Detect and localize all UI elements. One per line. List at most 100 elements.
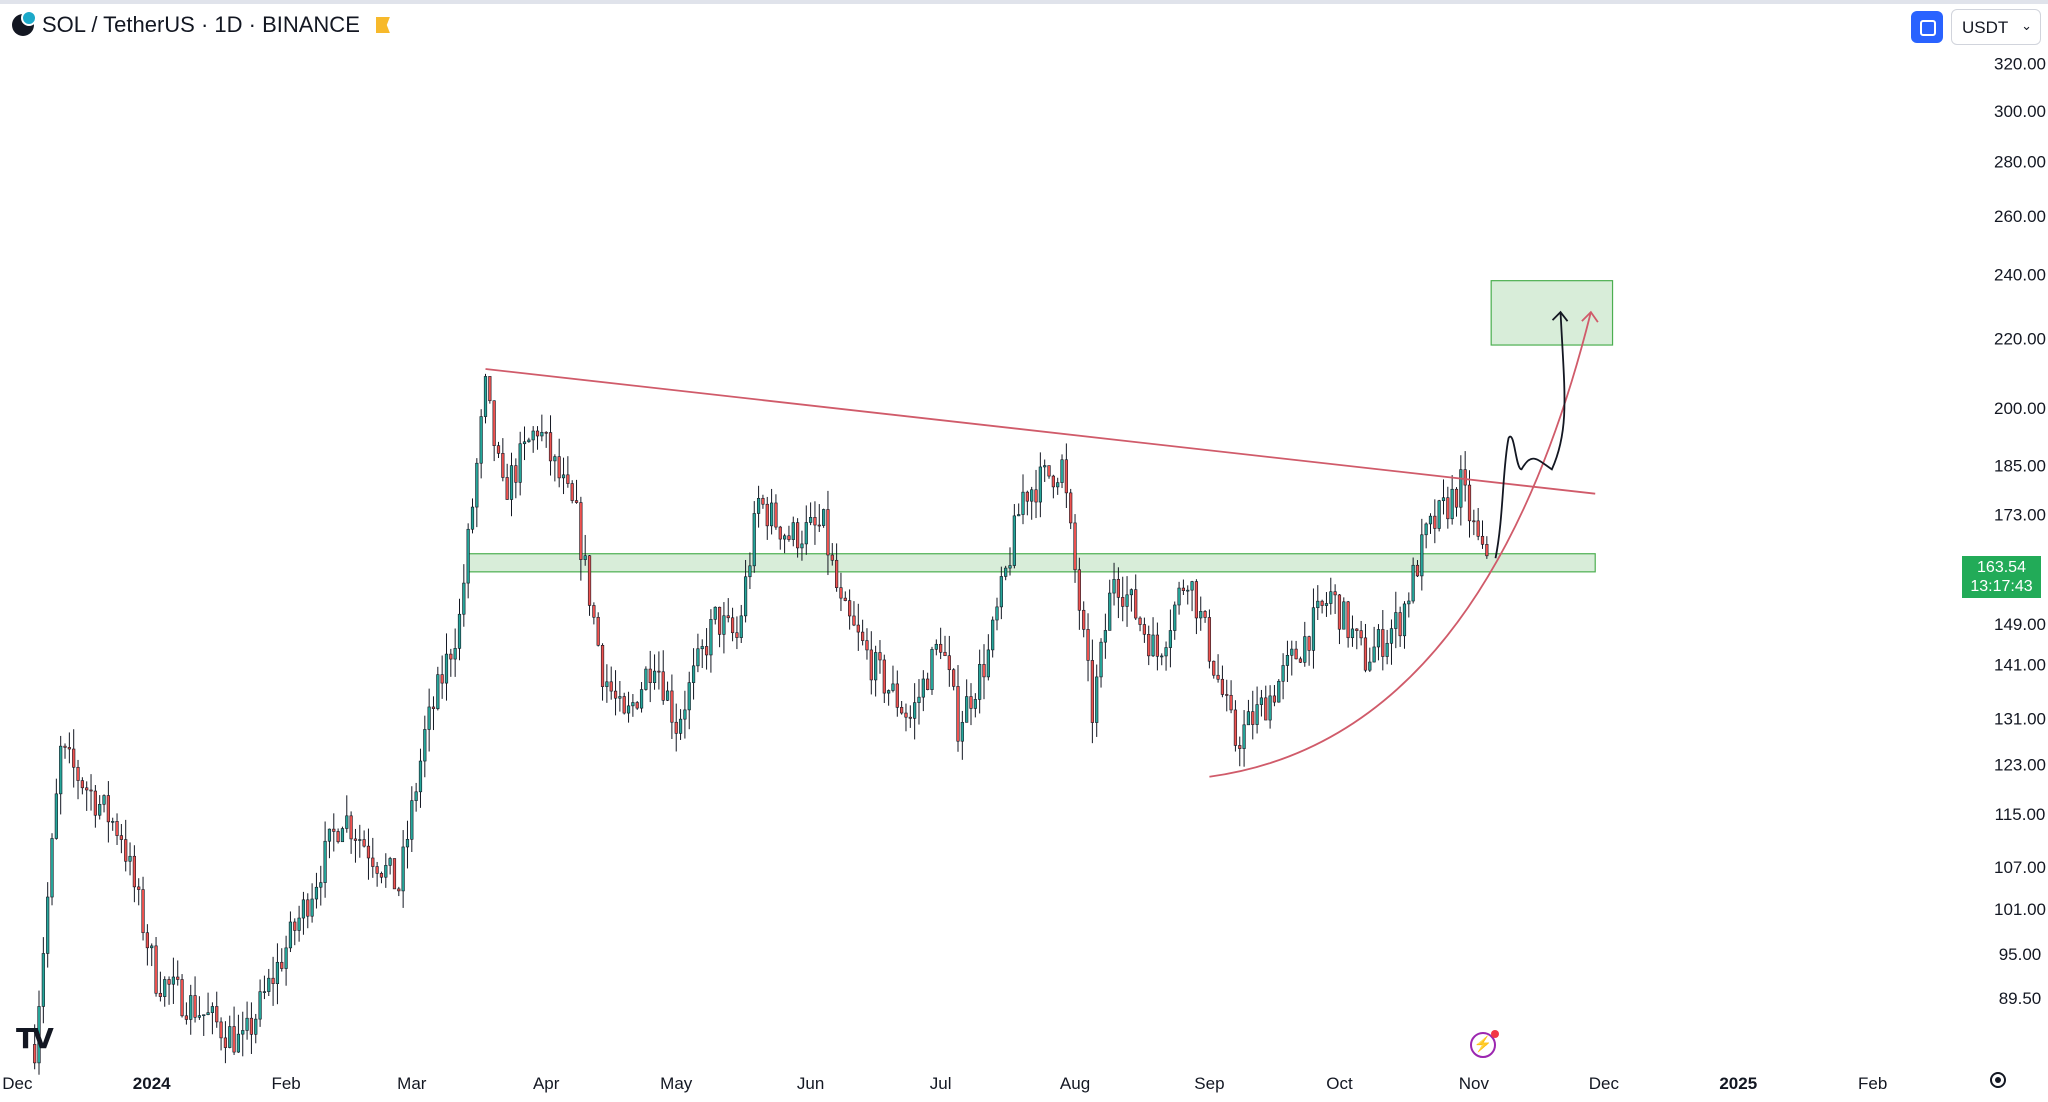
candle bbox=[436, 666, 440, 711]
candle bbox=[1043, 459, 1047, 482]
candle-body bbox=[626, 705, 631, 714]
candle-body bbox=[1446, 497, 1450, 520]
candle-body bbox=[323, 840, 327, 883]
candle-body bbox=[1043, 465, 1047, 468]
time-tick-label: Feb bbox=[1858, 1074, 1887, 1093]
candle-body bbox=[1346, 601, 1350, 639]
price-axis: 320.00 300.00 280.00 260.00 240.00 220.00 200.… bbox=[1994, 55, 2046, 1008]
candle-body bbox=[1285, 655, 1290, 666]
candle-body bbox=[1294, 648, 1298, 660]
candle bbox=[917, 679, 921, 725]
candle bbox=[167, 976, 171, 1005]
candle bbox=[1459, 455, 1463, 526]
candle bbox=[730, 607, 735, 642]
candle-body bbox=[1216, 674, 1220, 680]
candle-body bbox=[531, 430, 535, 441]
price-tick-label: 149.00 bbox=[1994, 615, 2046, 634]
candle-body bbox=[570, 483, 574, 501]
candle-body bbox=[1342, 601, 1346, 630]
candle bbox=[726, 598, 730, 623]
candle-body bbox=[969, 696, 973, 709]
candle bbox=[1056, 477, 1060, 495]
candle bbox=[470, 498, 475, 534]
candle bbox=[223, 1021, 228, 1064]
candle-body bbox=[756, 497, 761, 514]
time-tick-label: Apr bbox=[533, 1074, 560, 1093]
candle-body bbox=[310, 898, 314, 917]
candle-body bbox=[444, 653, 449, 684]
candle bbox=[1038, 452, 1042, 518]
candle bbox=[37, 990, 41, 1075]
candle-body bbox=[1086, 629, 1090, 661]
candle-body bbox=[1155, 634, 1159, 657]
candle-body bbox=[1077, 569, 1081, 611]
candle bbox=[596, 612, 600, 647]
candle-body bbox=[145, 932, 149, 949]
candle-body bbox=[1060, 459, 1064, 483]
candle bbox=[1199, 596, 1203, 631]
candle-body bbox=[397, 888, 401, 892]
candle bbox=[1272, 685, 1277, 707]
candle bbox=[1112, 562, 1116, 606]
candle-body bbox=[1355, 628, 1359, 631]
candle-body bbox=[258, 991, 262, 1020]
candle bbox=[1173, 601, 1177, 640]
candle-body bbox=[1242, 724, 1246, 749]
symbol-title[interactable]: SOL / TetherUS · 1D · BINANCE bbox=[42, 12, 360, 37]
candle bbox=[1446, 486, 1450, 529]
candle bbox=[444, 633, 449, 701]
time-tick-label: Dec bbox=[1589, 1074, 1620, 1093]
candle-body bbox=[384, 865, 388, 878]
candle bbox=[314, 872, 319, 909]
last-price-label: 163.54 13:17:43 bbox=[1962, 556, 2041, 598]
candle bbox=[388, 856, 392, 875]
candle bbox=[1129, 588, 1133, 612]
candle bbox=[622, 692, 626, 715]
candle-body bbox=[670, 690, 674, 723]
bolt-icon[interactable]: ⚡ bbox=[1470, 1030, 1499, 1058]
currency-select[interactable]: USDT ⌄ bbox=[1951, 9, 2041, 45]
candle-body bbox=[1212, 660, 1216, 676]
candle-body bbox=[1108, 592, 1112, 631]
candle bbox=[717, 606, 722, 648]
candle bbox=[41, 937, 45, 1024]
candle bbox=[713, 606, 717, 625]
candle bbox=[288, 911, 293, 953]
candle-body bbox=[189, 995, 193, 1020]
candle-body bbox=[392, 858, 397, 890]
candle-body bbox=[150, 945, 154, 949]
candle bbox=[852, 601, 856, 627]
candle-body bbox=[67, 747, 71, 750]
square-icon[interactable] bbox=[1911, 11, 1943, 43]
candle bbox=[1333, 584, 1337, 614]
candle bbox=[397, 886, 401, 897]
candle bbox=[982, 644, 986, 700]
candle bbox=[752, 501, 756, 573]
candle bbox=[1480, 520, 1485, 549]
candle bbox=[518, 431, 522, 496]
candle bbox=[228, 1015, 232, 1049]
candle bbox=[340, 826, 345, 843]
candle bbox=[366, 828, 371, 880]
candle bbox=[635, 701, 639, 710]
tradingview-logo-icon[interactable]: TV bbox=[16, 1022, 54, 1055]
candle-body bbox=[700, 646, 704, 650]
candle bbox=[1316, 585, 1320, 620]
candle-body bbox=[271, 977, 275, 984]
candle bbox=[111, 817, 115, 831]
price-tick-label: 141.00 bbox=[1994, 656, 2046, 675]
candle-body bbox=[913, 702, 917, 719]
candle-body bbox=[111, 821, 115, 823]
zones-layer bbox=[467, 280, 1614, 573]
candle bbox=[644, 666, 648, 691]
candle-body bbox=[388, 858, 392, 866]
candle bbox=[1320, 599, 1324, 614]
candle bbox=[202, 1014, 206, 1036]
candle bbox=[1164, 641, 1168, 671]
flag-icon[interactable] bbox=[375, 17, 390, 33]
gear-icon[interactable] bbox=[1990, 1072, 2006, 1088]
candle-body bbox=[414, 791, 418, 801]
candle-body bbox=[358, 839, 362, 841]
candle bbox=[1485, 536, 1489, 559]
